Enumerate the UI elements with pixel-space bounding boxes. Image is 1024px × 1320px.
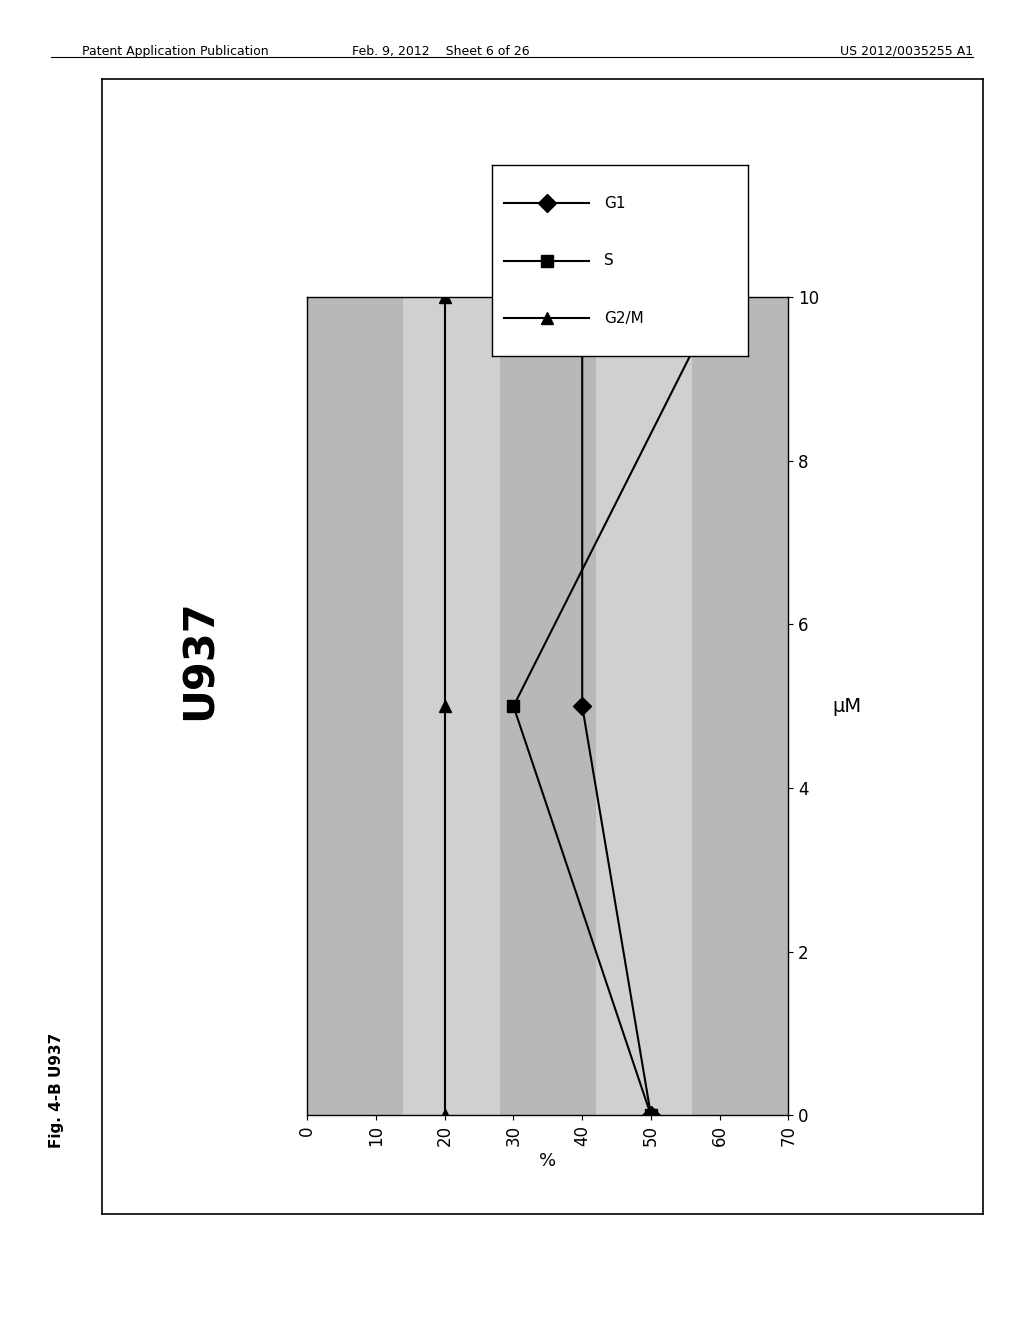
Y-axis label: μM: μM (833, 697, 861, 715)
Line: G2/M: G2/M (438, 290, 451, 1122)
Bar (596, 297, 692, 1115)
S (645, 1107, 657, 1123)
G1 (645, 1107, 657, 1123)
Text: Feb. 9, 2012    Sheet 6 of 26: Feb. 9, 2012 Sheet 6 of 26 (351, 45, 529, 58)
Text: S: S (604, 253, 614, 268)
Text: Fig. 4-B U937: Fig. 4-B U937 (49, 1034, 63, 1148)
G2/M (438, 698, 451, 714)
G1 (577, 289, 589, 305)
Bar (500, 297, 596, 1115)
Text: G1: G1 (604, 195, 626, 211)
G1 (577, 698, 589, 714)
S (507, 698, 519, 714)
G2/M (438, 289, 451, 305)
Text: US 2012/0035255 A1: US 2012/0035255 A1 (840, 45, 973, 58)
Line: G1: G1 (575, 290, 657, 1122)
Bar (403, 297, 500, 1115)
Text: G2/M: G2/M (604, 310, 644, 326)
Line: S: S (507, 290, 726, 1122)
Text: Patent Application Publication: Patent Application Publication (82, 45, 268, 58)
G2/M (438, 1107, 451, 1123)
Text: U937: U937 (178, 599, 221, 721)
S (714, 289, 726, 305)
Bar (692, 297, 788, 1115)
X-axis label: %: % (540, 1152, 556, 1170)
Bar (307, 297, 403, 1115)
